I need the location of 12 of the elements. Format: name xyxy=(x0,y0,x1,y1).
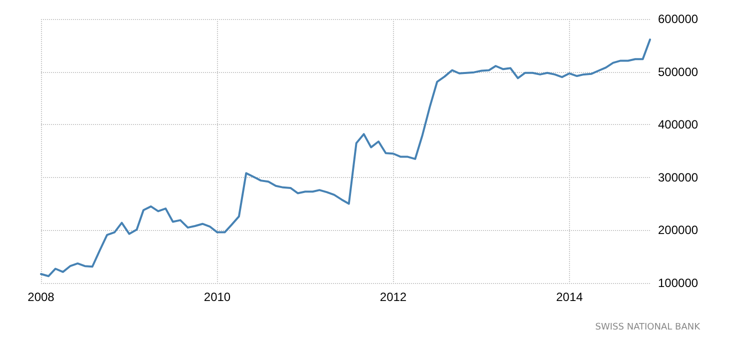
x-tick-label: 2012 xyxy=(380,290,407,304)
y-tick-label: 100000 xyxy=(658,276,698,290)
y-tick-label: 300000 xyxy=(658,170,698,184)
y-tick-label: 200000 xyxy=(658,223,698,238)
y-tick-label: 600000 xyxy=(658,12,698,26)
x-tick-label: 2008 xyxy=(28,290,55,304)
y-tick-label: 400000 xyxy=(658,118,698,132)
y-tick-label: 500000 xyxy=(658,64,698,79)
text: SWISS NATIONAL BANK xyxy=(595,322,702,332)
x-tick-label: 2014 xyxy=(556,290,584,304)
x-tick-label: 2010 xyxy=(204,290,231,304)
line-series xyxy=(40,38,651,278)
